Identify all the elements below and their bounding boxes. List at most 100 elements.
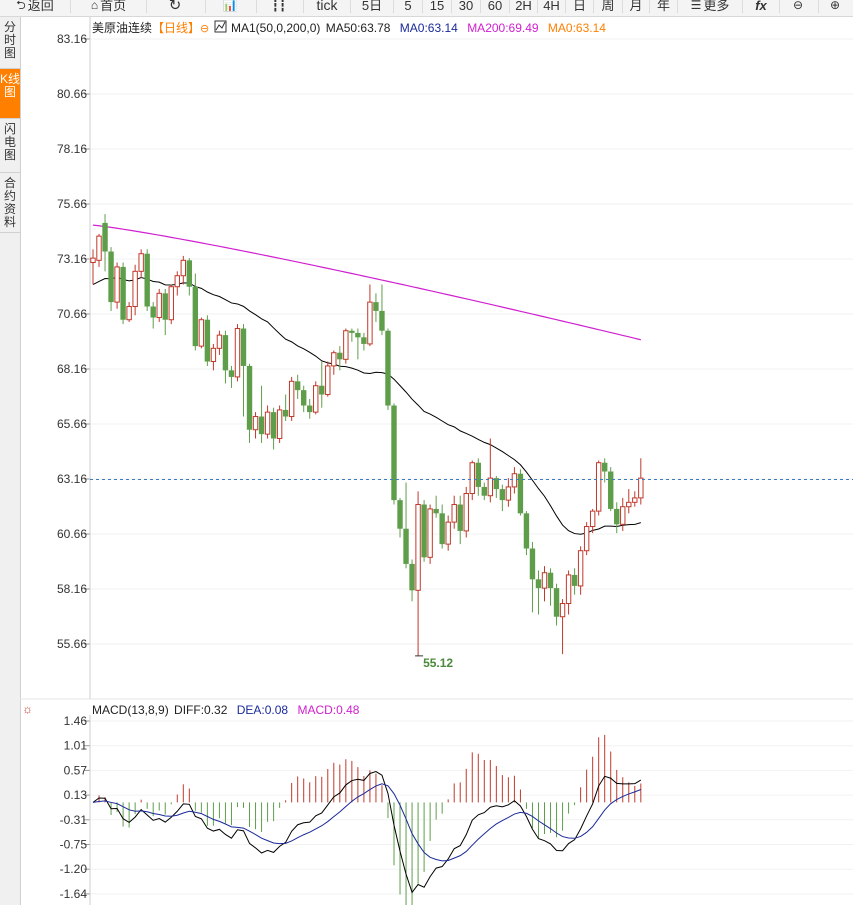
- ma-toggle-icon[interactable]: [214, 20, 227, 33]
- candle-body-up[interactable]: [427, 508, 433, 558]
- candle-body-up[interactable]: [168, 286, 174, 321]
- back-button[interactable]: ⮌ 返回: [0, 0, 71, 13]
- formula-button[interactable]: fx: [743, 0, 780, 13]
- period-15min[interactable]: 15: [423, 0, 452, 13]
- period-5day[interactable]: 5日: [351, 0, 394, 13]
- candle-body-up[interactable]: [331, 352, 337, 367]
- candle-body-up[interactable]: [541, 572, 548, 589]
- candle-body-up[interactable]: [156, 292, 162, 319]
- candle-body-down[interactable]: [547, 572, 554, 589]
- candle-body-up[interactable]: [288, 380, 295, 418]
- tick-button[interactable]: tick: [304, 0, 351, 13]
- period-year[interactable]: 年: [650, 0, 678, 13]
- candle-body-down[interactable]: [162, 293, 168, 320]
- candle-body-up[interactable]: [126, 306, 132, 321]
- candle-body-up[interactable]: [577, 550, 584, 587]
- candle-body-up[interactable]: [138, 253, 144, 272]
- candle-body-up[interactable]: [565, 574, 572, 605]
- candle-body-down[interactable]: [337, 352, 343, 360]
- zoom-out-button[interactable]: ⊖: [780, 0, 819, 13]
- candle-body-up[interactable]: [313, 385, 319, 413]
- period-day[interactable]: 日: [566, 0, 594, 13]
- candle-body-down[interactable]: [391, 405, 397, 501]
- candle-body-up[interactable]: [180, 259, 187, 277]
- candle-body-up[interactable]: [505, 486, 512, 501]
- period-4h[interactable]: 4H: [538, 0, 566, 13]
- candle-body-up[interactable]: [463, 493, 469, 532]
- candle-body-down[interactable]: [421, 504, 427, 558]
- home-button[interactable]: ⌂ 首页: [71, 0, 147, 13]
- candle-body-down[interactable]: [385, 330, 391, 406]
- candle-body-down[interactable]: [258, 416, 265, 435]
- candle-body-down[interactable]: [270, 412, 277, 439]
- candle-body-up[interactable]: [367, 301, 373, 345]
- candle-body-down[interactable]: [120, 266, 126, 320]
- candle-body-down[interactable]: [379, 310, 385, 331]
- period-60min[interactable]: 60: [481, 0, 510, 13]
- candle-body-up[interactable]: [114, 266, 120, 303]
- candle-body-down[interactable]: [475, 462, 481, 487]
- tab-flash-chart[interactable]: 闪电图: [0, 119, 20, 173]
- candle-body-up[interactable]: [626, 501, 632, 508]
- candle-body-down[interactable]: [282, 409, 289, 417]
- candle-body-down[interactable]: [571, 574, 578, 586]
- candle-body-down[interactable]: [614, 508, 620, 525]
- candle-body-down[interactable]: [361, 337, 367, 344]
- candle-body-up[interactable]: [620, 506, 626, 525]
- candle-type-button[interactable]: ┇┇: [257, 0, 304, 13]
- candle-body-down[interactable]: [108, 251, 114, 303]
- candle-body-up[interactable]: [174, 275, 180, 288]
- candle-body-down[interactable]: [355, 332, 361, 338]
- candle-body-down[interactable]: [403, 528, 409, 564]
- candle-body-up[interactable]: [96, 235, 102, 261]
- candle-body-down[interactable]: [204, 319, 211, 362]
- candle-body-down[interactable]: [433, 508, 439, 514]
- tab-contract-info[interactable]: 合约资料: [0, 173, 20, 233]
- candle-body-down[interactable]: [102, 222, 108, 252]
- candle-body-down[interactable]: [397, 500, 403, 529]
- candle-body-up[interactable]: [216, 334, 223, 349]
- candle-body-down[interactable]: [349, 330, 355, 333]
- indicator-button[interactable]: 📊: [206, 0, 257, 13]
- candle-body-down[interactable]: [602, 462, 608, 472]
- candle-body-up[interactable]: [415, 504, 421, 591]
- candle-body-down[interactable]: [481, 486, 487, 496]
- candle-body-down[interactable]: [192, 286, 199, 347]
- candle-body-up[interactable]: [276, 409, 283, 440]
- candle-body-down[interactable]: [493, 478, 500, 490]
- candle-body-down[interactable]: [523, 513, 530, 549]
- period-5min[interactable]: 5: [394, 0, 423, 13]
- candle-body-down[interactable]: [439, 513, 445, 545]
- candle-body-down[interactable]: [301, 390, 307, 406]
- candle-body-down[interactable]: [222, 335, 229, 371]
- candle-body-down[interactable]: [144, 253, 150, 307]
- candle-body-down[interactable]: [499, 489, 506, 501]
- period-month[interactable]: 月: [623, 0, 650, 13]
- candle-body-down[interactable]: [409, 563, 415, 591]
- tab-kline[interactable]: K线图: [0, 69, 20, 119]
- candle-body-down[interactable]: [553, 588, 560, 617]
- candle-body-up[interactable]: [90, 257, 96, 264]
- candle-body-down[interactable]: [535, 579, 542, 589]
- settings-icon[interactable]: ⊖: [200, 23, 209, 35]
- candle-body-up[interactable]: [343, 330, 349, 360]
- refresh-button[interactable]: ↻: [147, 0, 206, 13]
- candle-body-down[interactable]: [457, 504, 463, 531]
- period-30min[interactable]: 30: [452, 0, 481, 13]
- candle-body-up[interactable]: [210, 347, 217, 363]
- tab-timeshare[interactable]: 分时图: [0, 17, 20, 69]
- candle-body-down[interactable]: [319, 385, 325, 395]
- candle-body-down[interactable]: [529, 548, 536, 580]
- period-week[interactable]: 周: [594, 0, 623, 13]
- period-2h[interactable]: 2H: [510, 0, 538, 13]
- candle-body-up[interactable]: [595, 462, 602, 512]
- candle-body-down[interactable]: [307, 405, 313, 413]
- candle-body-down[interactable]: [150, 306, 156, 318]
- macd-settings-icon[interactable]: ☼: [22, 702, 33, 716]
- candle-body-up[interactable]: [559, 603, 566, 618]
- candle-body-down[interactable]: [608, 471, 614, 509]
- candle-body-up[interactable]: [445, 521, 451, 545]
- candle-body-up[interactable]: [132, 270, 138, 308]
- zoom-in-button[interactable]: ⊕: [819, 0, 853, 13]
